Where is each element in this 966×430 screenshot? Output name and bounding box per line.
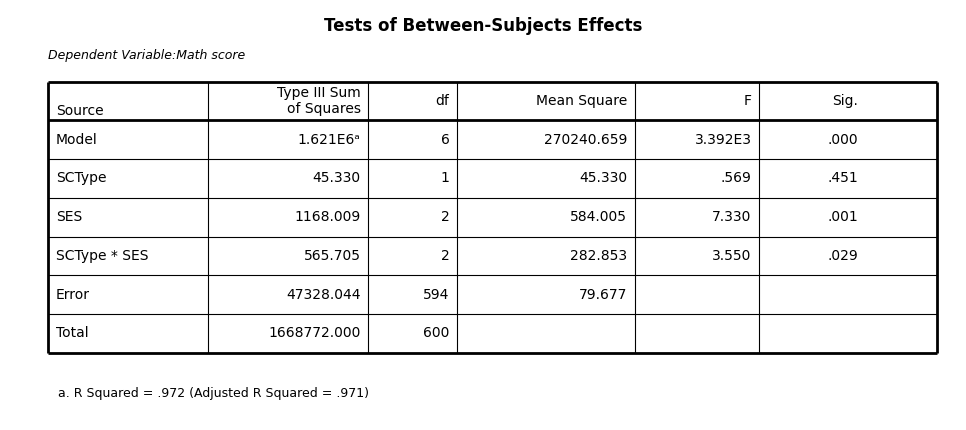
Text: 6: 6 bbox=[440, 133, 449, 147]
Text: a. R Squared = .972 (Adjusted R Squared = .971): a. R Squared = .972 (Adjusted R Squared … bbox=[58, 387, 369, 400]
Text: Dependent Variable:Math score: Dependent Variable:Math score bbox=[48, 49, 245, 62]
Text: 1: 1 bbox=[440, 172, 449, 185]
Text: 1.621E6ᵃ: 1.621E6ᵃ bbox=[298, 133, 360, 147]
Text: 79.677: 79.677 bbox=[579, 288, 627, 301]
Text: 2: 2 bbox=[440, 210, 449, 224]
Text: 282.853: 282.853 bbox=[570, 249, 627, 263]
Text: Type III Sum
of Squares: Type III Sum of Squares bbox=[277, 86, 360, 116]
Text: 47328.044: 47328.044 bbox=[286, 288, 360, 301]
Text: SCType * SES: SCType * SES bbox=[56, 249, 149, 263]
Text: Error: Error bbox=[56, 288, 90, 301]
Text: 600: 600 bbox=[423, 326, 449, 340]
Text: .001: .001 bbox=[828, 210, 858, 224]
Text: F: F bbox=[744, 94, 752, 108]
Text: 7.330: 7.330 bbox=[712, 210, 752, 224]
Text: .029: .029 bbox=[828, 249, 858, 263]
Text: 594: 594 bbox=[423, 288, 449, 301]
Text: SCType: SCType bbox=[56, 172, 106, 185]
Text: 2: 2 bbox=[440, 249, 449, 263]
Text: 1168.009: 1168.009 bbox=[295, 210, 360, 224]
Text: 45.330: 45.330 bbox=[579, 172, 627, 185]
Text: 565.705: 565.705 bbox=[303, 249, 360, 263]
Text: 3.392E3: 3.392E3 bbox=[695, 133, 752, 147]
Text: .569: .569 bbox=[721, 172, 752, 185]
Text: 3.550: 3.550 bbox=[712, 249, 752, 263]
Text: 1668772.000: 1668772.000 bbox=[269, 326, 360, 340]
Text: .451: .451 bbox=[828, 172, 858, 185]
Text: 584.005: 584.005 bbox=[570, 210, 627, 224]
Text: Sig.: Sig. bbox=[833, 94, 858, 108]
Text: Total: Total bbox=[56, 326, 89, 340]
Text: Tests of Between-Subjects Effects: Tests of Between-Subjects Effects bbox=[324, 17, 642, 35]
Text: df: df bbox=[436, 94, 449, 108]
Text: Source: Source bbox=[56, 104, 103, 118]
Text: 45.330: 45.330 bbox=[312, 172, 360, 185]
Text: Model: Model bbox=[56, 133, 98, 147]
Text: .000: .000 bbox=[828, 133, 858, 147]
Text: SES: SES bbox=[56, 210, 82, 224]
Text: 270240.659: 270240.659 bbox=[544, 133, 627, 147]
Text: Mean Square: Mean Square bbox=[536, 94, 627, 108]
